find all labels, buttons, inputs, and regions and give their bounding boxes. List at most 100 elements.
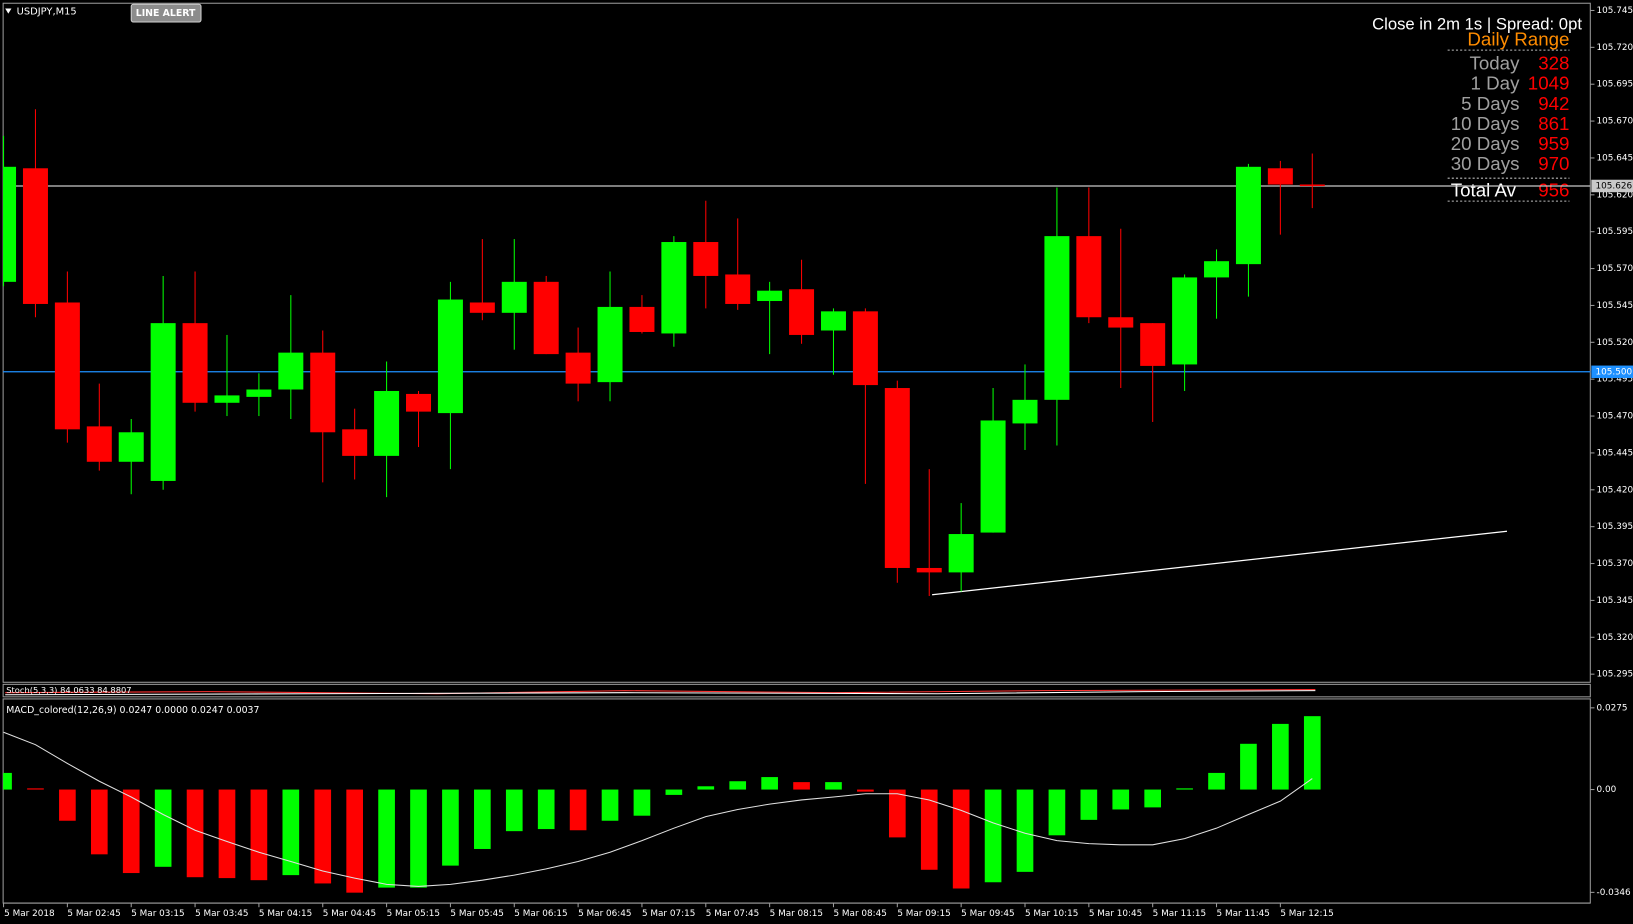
- x-tick-label: 5 Mar 11:45: [1217, 909, 1270, 919]
- price-label: 105.626: [1596, 181, 1633, 191]
- row-label: 20 Days: [1451, 133, 1520, 154]
- x-tick-label: 5 Mar 08:45: [833, 909, 886, 919]
- row-value: 1049: [1528, 73, 1570, 94]
- line-alert-button[interactable]: LINE ALERT: [130, 3, 202, 23]
- x-tick-label: 5 Mar 07:15: [642, 909, 695, 919]
- symbol-label: USDJPY,M15: [17, 7, 77, 18]
- candle-body: [820, 311, 846, 331]
- x-tick-label: 5 Mar 2018: [4, 909, 55, 919]
- macd-bar: [154, 789, 172, 867]
- total-value: 956: [1538, 180, 1569, 201]
- macd-bar: [314, 789, 332, 884]
- macd-bar: [346, 789, 363, 893]
- row-value: 942: [1538, 93, 1569, 114]
- x-tick-label: 5 Mar 04:15: [259, 909, 312, 919]
- macd-bar: [27, 788, 44, 790]
- macd-bar: [59, 789, 76, 821]
- candle-body: [884, 388, 910, 568]
- macd-bar: [1080, 789, 1098, 820]
- button-frame[interactable]: [130, 3, 202, 23]
- y-tick-label: 105.570: [1597, 264, 1633, 274]
- y-tick-label: 105.720: [1597, 43, 1633, 53]
- stoch-signal: [5, 690, 1316, 696]
- candle-body: [948, 534, 974, 573]
- y-tick-label: 105.370: [1597, 559, 1633, 569]
- x-tick-label: 5 Mar 10:45: [1089, 909, 1142, 919]
- price-label: 105.500: [1596, 367, 1633, 377]
- macd-bar: [378, 789, 395, 888]
- x-tick-label: 5 Mar 06:45: [578, 909, 631, 919]
- macd-bar: [1240, 743, 1257, 790]
- candle-body: [725, 274, 751, 304]
- y-tick-label: 105.645: [1597, 153, 1633, 163]
- candle-body: [757, 290, 783, 302]
- macd-bar: [410, 789, 427, 888]
- candle-body: [693, 242, 719, 276]
- y-tick-label: -0.0346: [1597, 888, 1632, 898]
- candle-body: [310, 352, 336, 433]
- symbol-menu-icon[interactable]: [5, 8, 12, 14]
- macd-bar: [569, 789, 587, 831]
- y-tick-label: 105.520: [1597, 338, 1633, 348]
- x-tick-label: 5 Mar 02:45: [67, 909, 120, 919]
- candle-body: [342, 429, 368, 456]
- macd-bar: [537, 789, 555, 830]
- row-value: 959: [1538, 133, 1569, 154]
- candle-body: [1299, 184, 1325, 187]
- candle-body: [1267, 168, 1293, 185]
- stoch-label: Stoch(5,3,3) 84.0633 84.8807: [6, 685, 131, 695]
- macd-bar: [90, 789, 108, 855]
- candle-body: [1140, 323, 1166, 366]
- info-panel: Close in 2m 1s | Spread: 0pt Daily Range…: [1372, 15, 1582, 202]
- candle-body: [916, 567, 942, 573]
- candle-body: [533, 281, 559, 355]
- macd-bar: [1016, 789, 1034, 872]
- y-tick-label: 105.620: [1597, 190, 1633, 200]
- x-tick-label: 5 Mar 10:15: [1025, 909, 1078, 919]
- macd-bar: [1176, 788, 1193, 790]
- y-tick-label: 105.345: [1597, 596, 1633, 606]
- price-label-box: [1591, 365, 1633, 379]
- y-tick-label: 105.670: [1597, 117, 1633, 127]
- macd-bar: [186, 789, 204, 878]
- candle-body: [629, 306, 655, 332]
- countdown: Close in 2m 1s | Spread: 0pt: [1372, 15, 1582, 34]
- y-tick-label: 105.545: [1597, 301, 1633, 311]
- macd-bar: [3, 772, 12, 790]
- macd-bar: [793, 782, 810, 790]
- candle-body: [54, 302, 80, 430]
- x-tick-label: 5 Mar 08:15: [770, 909, 823, 919]
- macd-bar: [1144, 789, 1162, 808]
- y-tick-label: 105.395: [1597, 522, 1633, 532]
- candle-body: [86, 426, 112, 462]
- candle-body: [22, 168, 48, 304]
- x-tick-label: 5 Mar 07:45: [706, 909, 759, 919]
- y-tick-label: 105.470: [1597, 412, 1633, 422]
- macd-bar: [250, 789, 268, 881]
- row-value: 861: [1538, 113, 1569, 134]
- macd-bar: [633, 789, 651, 816]
- x-tick-label: 5 Mar 03:45: [195, 909, 248, 919]
- stoch-line: [5, 689, 1316, 695]
- macd-bar: [601, 789, 619, 821]
- candle-body: [182, 323, 208, 403]
- macd-bar: [920, 789, 938, 870]
- x-tick-label: 5 Mar 04:45: [323, 909, 376, 919]
- button-label[interactable]: LINE ALERT: [136, 8, 196, 19]
- candle-body: [789, 289, 815, 335]
- macd-bar: [952, 789, 970, 889]
- macd-bar: [761, 777, 778, 790]
- macd-bar: [697, 786, 715, 790]
- total-label: Total Av: [1451, 180, 1517, 201]
- x-tick-label: 5 Mar 06:15: [514, 909, 567, 919]
- macd-bar: [218, 789, 236, 879]
- macd-bar: [282, 789, 300, 876]
- macd-bar: [888, 789, 906, 838]
- candle-body: [852, 311, 878, 386]
- row-label: 10 Days: [1451, 113, 1520, 134]
- candle-body: [150, 323, 176, 481]
- y-tick-label: 105.595: [1597, 227, 1633, 237]
- y-tick-label: 105.695: [1597, 80, 1633, 90]
